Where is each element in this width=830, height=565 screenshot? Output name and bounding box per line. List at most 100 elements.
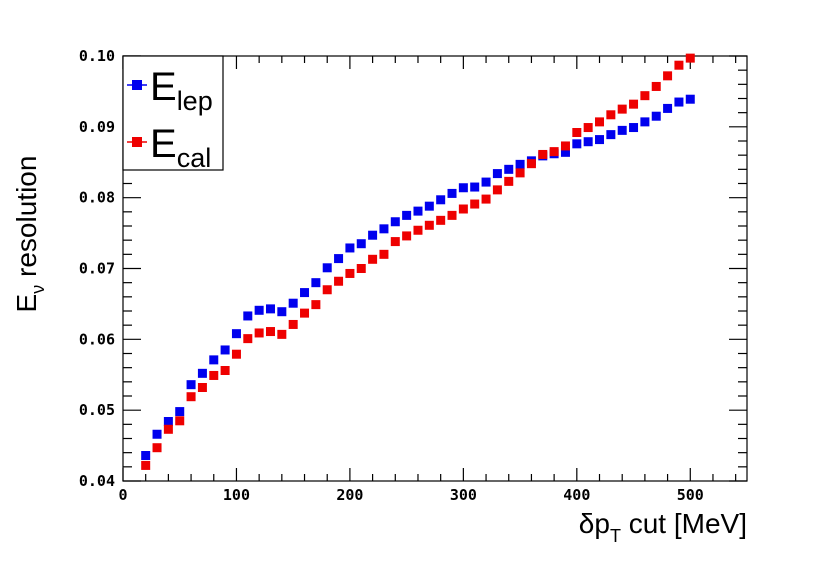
data-point-cal xyxy=(629,99,639,109)
data-markers xyxy=(141,53,695,470)
data-point-cal xyxy=(595,117,605,127)
x-axis-title-sub: T xyxy=(610,526,621,546)
x-tick-label: 400 xyxy=(563,486,590,504)
legend-label-cal-sub: cal xyxy=(177,143,212,173)
y-tick-label: 0.10 xyxy=(79,47,115,65)
data-point-cal xyxy=(163,424,173,434)
x-tick-label: 0 xyxy=(118,486,127,504)
data-point-lep xyxy=(163,417,173,426)
data-point-lep xyxy=(231,329,241,339)
data-point-cal xyxy=(481,194,491,204)
data-point-lep xyxy=(334,254,344,264)
y-axis-title-rest: resolution xyxy=(11,156,42,285)
data-point-lep xyxy=(322,263,332,273)
data-point-cal xyxy=(311,300,321,310)
data-point-cal xyxy=(560,141,570,151)
data-point-cal xyxy=(265,327,275,337)
data-point-lep xyxy=(640,117,650,127)
data-point-lep xyxy=(345,243,355,253)
data-point-cal xyxy=(504,176,514,186)
data-point-lep xyxy=(595,135,605,145)
x-tick-label: 100 xyxy=(223,486,250,504)
data-point-cal xyxy=(572,128,582,137)
data-point-lep xyxy=(515,159,525,169)
legend-label-lep-main: E xyxy=(150,65,177,109)
data-point-cal xyxy=(209,370,219,380)
legend-label-cal-main: E xyxy=(150,122,177,166)
data-point-lep xyxy=(492,169,502,179)
data-point-lep xyxy=(300,288,310,298)
tick-labels: 0 100 200 300 400 500 0.04 0.05 0.06 0.07 0.08 0.09… xyxy=(79,47,704,504)
data-point-cal xyxy=(424,220,434,230)
x-axis-title: δpT cut [MeV] xyxy=(579,508,747,546)
data-point-lep xyxy=(254,305,264,315)
legend: Elep Ecal xyxy=(122,55,224,173)
y-axis-title: Eν resolution xyxy=(11,156,48,313)
data-point-lep xyxy=(175,407,185,417)
data-point-cal xyxy=(152,443,162,453)
y-tick-label: 0.06 xyxy=(79,330,115,348)
data-point-cal xyxy=(254,328,264,338)
data-point-cal xyxy=(345,268,355,278)
data-point-lep xyxy=(685,94,695,104)
data-point-lep xyxy=(277,307,287,317)
data-point-cal xyxy=(470,199,480,209)
legend-box xyxy=(122,55,224,171)
data-point-lep xyxy=(141,451,151,460)
data-point-cal xyxy=(538,149,548,159)
data-point-cal xyxy=(300,308,310,318)
data-point-cal xyxy=(606,110,616,120)
data-point-cal xyxy=(368,254,378,264)
data-point-lep xyxy=(379,224,389,234)
x-axis-title-rest: cut [MeV] xyxy=(621,508,747,539)
data-point-lep xyxy=(436,195,446,205)
data-point-cal xyxy=(186,392,196,402)
data-point-lep xyxy=(368,230,378,240)
data-point-cal xyxy=(526,159,536,169)
data-point-cal xyxy=(243,334,253,344)
data-point-cal xyxy=(356,264,366,273)
data-point-lep xyxy=(572,139,582,149)
data-point-cal xyxy=(651,81,661,91)
data-point-cal xyxy=(322,285,332,295)
data-point-lep xyxy=(470,182,480,192)
data-point-cal xyxy=(447,210,457,220)
data-point-lep xyxy=(504,164,514,174)
y-axis-title-sub: ν xyxy=(28,285,48,294)
data-point-cal xyxy=(549,147,559,157)
data-point-lep xyxy=(447,188,457,198)
data-point-lep xyxy=(413,206,423,216)
data-point-lep xyxy=(288,298,298,308)
data-point-lep xyxy=(674,97,684,107)
data-point-cal xyxy=(334,276,344,286)
data-point-lep xyxy=(265,304,275,314)
data-point-cal xyxy=(492,185,502,195)
legend-label-cal: Ecal xyxy=(150,122,211,173)
data-point-lep xyxy=(186,380,196,390)
data-point-cal xyxy=(197,383,207,392)
data-point-cal xyxy=(141,460,151,470)
data-point-cal xyxy=(515,168,525,178)
y-tick-label: 0.09 xyxy=(79,118,115,136)
data-point-lep xyxy=(583,137,593,147)
x-tick-label: 200 xyxy=(336,486,363,504)
data-point-lep xyxy=(390,217,400,227)
data-point-lep xyxy=(311,278,321,288)
legend-entry-lep: Elep xyxy=(127,65,213,116)
data-point-cal xyxy=(583,123,593,133)
data-point-lep xyxy=(560,147,570,157)
x-tick-label: 500 xyxy=(677,486,704,504)
y-axis-title-main: E xyxy=(11,294,42,313)
data-point-cal xyxy=(390,237,400,247)
data-point-cal xyxy=(288,319,298,329)
data-point-cal xyxy=(413,225,423,235)
series-cal xyxy=(141,53,695,470)
data-point-lep xyxy=(356,239,366,249)
data-point-lep xyxy=(617,125,627,135)
data-point-lep xyxy=(606,130,616,140)
y-tick-label: 0.07 xyxy=(79,260,115,278)
data-point-cal xyxy=(402,231,412,241)
data-point-lep xyxy=(663,103,673,113)
y-tick-label: 0.08 xyxy=(79,189,115,207)
